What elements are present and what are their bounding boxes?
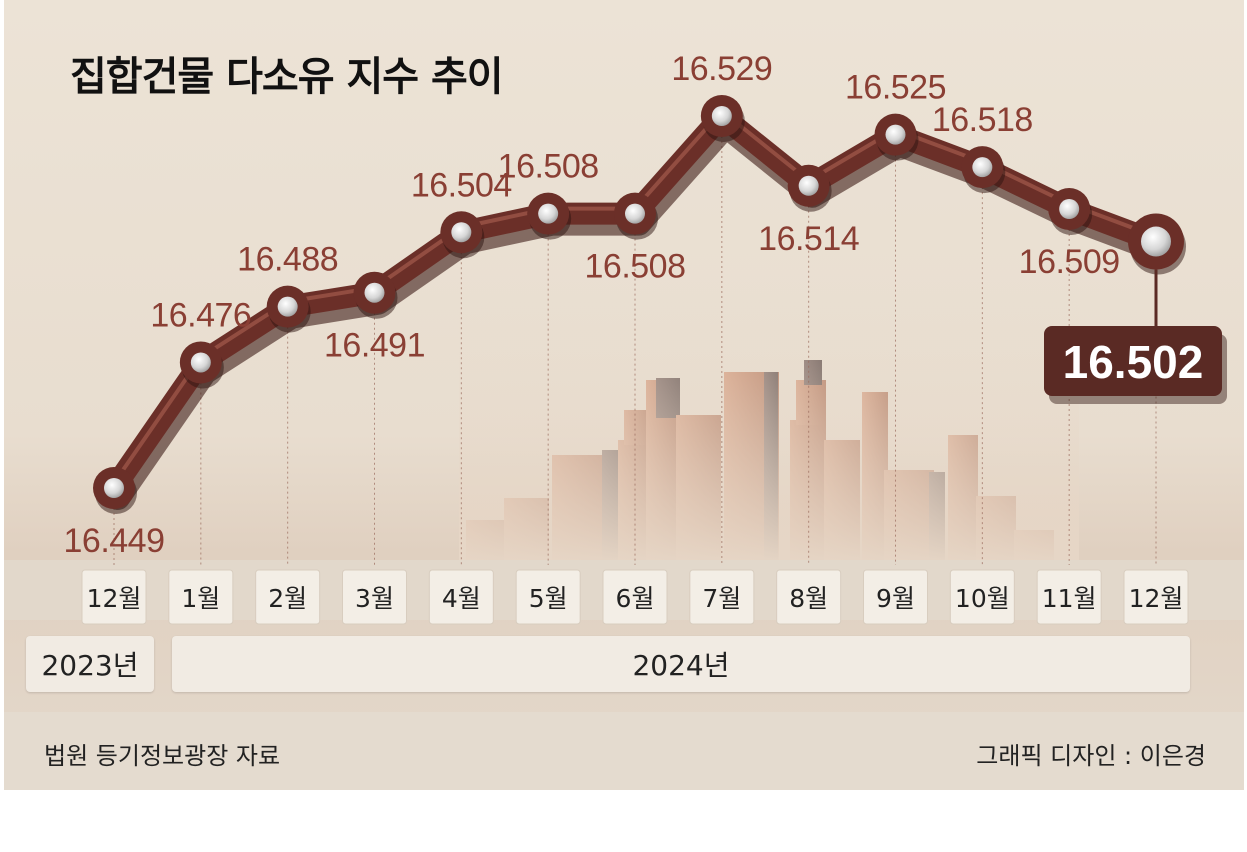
chart-frame: 16.449 16.476 16.488 16.491 16.504 16.508 16.5… (4, 0, 1244, 790)
tick-box (949, 569, 1015, 625)
series-markers (93, 95, 1186, 514)
tick-label: 8월 (789, 584, 828, 613)
guide-lines (113, 136, 1157, 565)
value-label: 16.491 (324, 327, 425, 365)
x-axis-ticks: 12월 1월 2월 3월 4월 5월 6월 7월 8월 9월 10월 11월 12월 (81, 569, 1189, 625)
data-point (625, 203, 645, 224)
data-point (972, 157, 993, 178)
data-point (538, 203, 559, 224)
tick-box (168, 569, 234, 625)
data-point (1141, 226, 1171, 257)
callout-value: 16.502 (1063, 336, 1204, 388)
data-point (711, 106, 732, 126)
value-label: 16.529 (671, 50, 772, 88)
footer: 법원 등기정보광장 자료 그래픽 디자인 : 이은경 (4, 712, 1244, 790)
source-text: 법원 등기정보광장 자료 (44, 742, 281, 770)
tick-box (689, 569, 755, 625)
tick-box (863, 569, 928, 625)
year-label-2023: 2023년 (26, 636, 154, 692)
tick-box (776, 569, 842, 625)
tick-box (602, 569, 668, 625)
value-label: 16.508 (498, 148, 599, 186)
city-skyline-illustration (459, 300, 1079, 565)
data-point (885, 124, 906, 145)
tick-label: 6월 (616, 584, 655, 613)
tick-box (342, 569, 407, 625)
value-label: 16.488 (237, 241, 338, 279)
tick-box (81, 569, 147, 625)
tick-box (255, 569, 321, 625)
data-point (277, 296, 298, 317)
tick-label: 7월 (702, 584, 741, 613)
tick-label: 12월 (1129, 584, 1184, 613)
tick-label: 12월 (87, 584, 142, 613)
tick-box (428, 569, 494, 625)
tick-label: 10월 (955, 584, 1010, 613)
tick-label: 5월 (529, 584, 568, 613)
chart-title: 집합건물 다소유 지수 추이 (70, 54, 504, 100)
value-label: 16.509 (1019, 243, 1120, 281)
data-point (1059, 199, 1080, 219)
line-chart: 16.44916.47616.48816.49116.50416.50816.5… (4, 50, 1244, 625)
tick-box (515, 569, 581, 625)
tick-label: 9월 (876, 584, 915, 613)
tick-label: 2월 (268, 584, 307, 613)
year-label-2024: 2024년 (172, 636, 1190, 692)
value-label: 16.504 (411, 166, 512, 204)
value-label: 16.514 (758, 220, 859, 258)
tick-box (1036, 569, 1102, 625)
value-label: 16.518 (932, 101, 1033, 139)
tick-box (1123, 569, 1189, 625)
value-label: 16.449 (64, 522, 165, 560)
tick-label: 3월 (355, 584, 394, 613)
data-point (190, 352, 211, 373)
data-point (451, 222, 472, 243)
tick-label: 11월 (1042, 584, 1097, 613)
value-labels: 16.44916.47616.48816.49116.50416.50816.5… (64, 50, 1121, 560)
value-label: 16.525 (845, 69, 946, 107)
data-point (798, 175, 819, 196)
callout-box (1044, 326, 1222, 396)
tick-label: 4월 (442, 584, 481, 613)
value-label: 16.508 (585, 248, 686, 286)
value-label: 16.476 (150, 296, 251, 334)
data-point (364, 282, 385, 303)
tick-label: 1월 (181, 584, 220, 613)
credit-text: 그래픽 디자인 : 이은경 (976, 742, 1206, 770)
last-value-callout: 16.502 (1044, 269, 1227, 404)
data-point (104, 478, 124, 498)
